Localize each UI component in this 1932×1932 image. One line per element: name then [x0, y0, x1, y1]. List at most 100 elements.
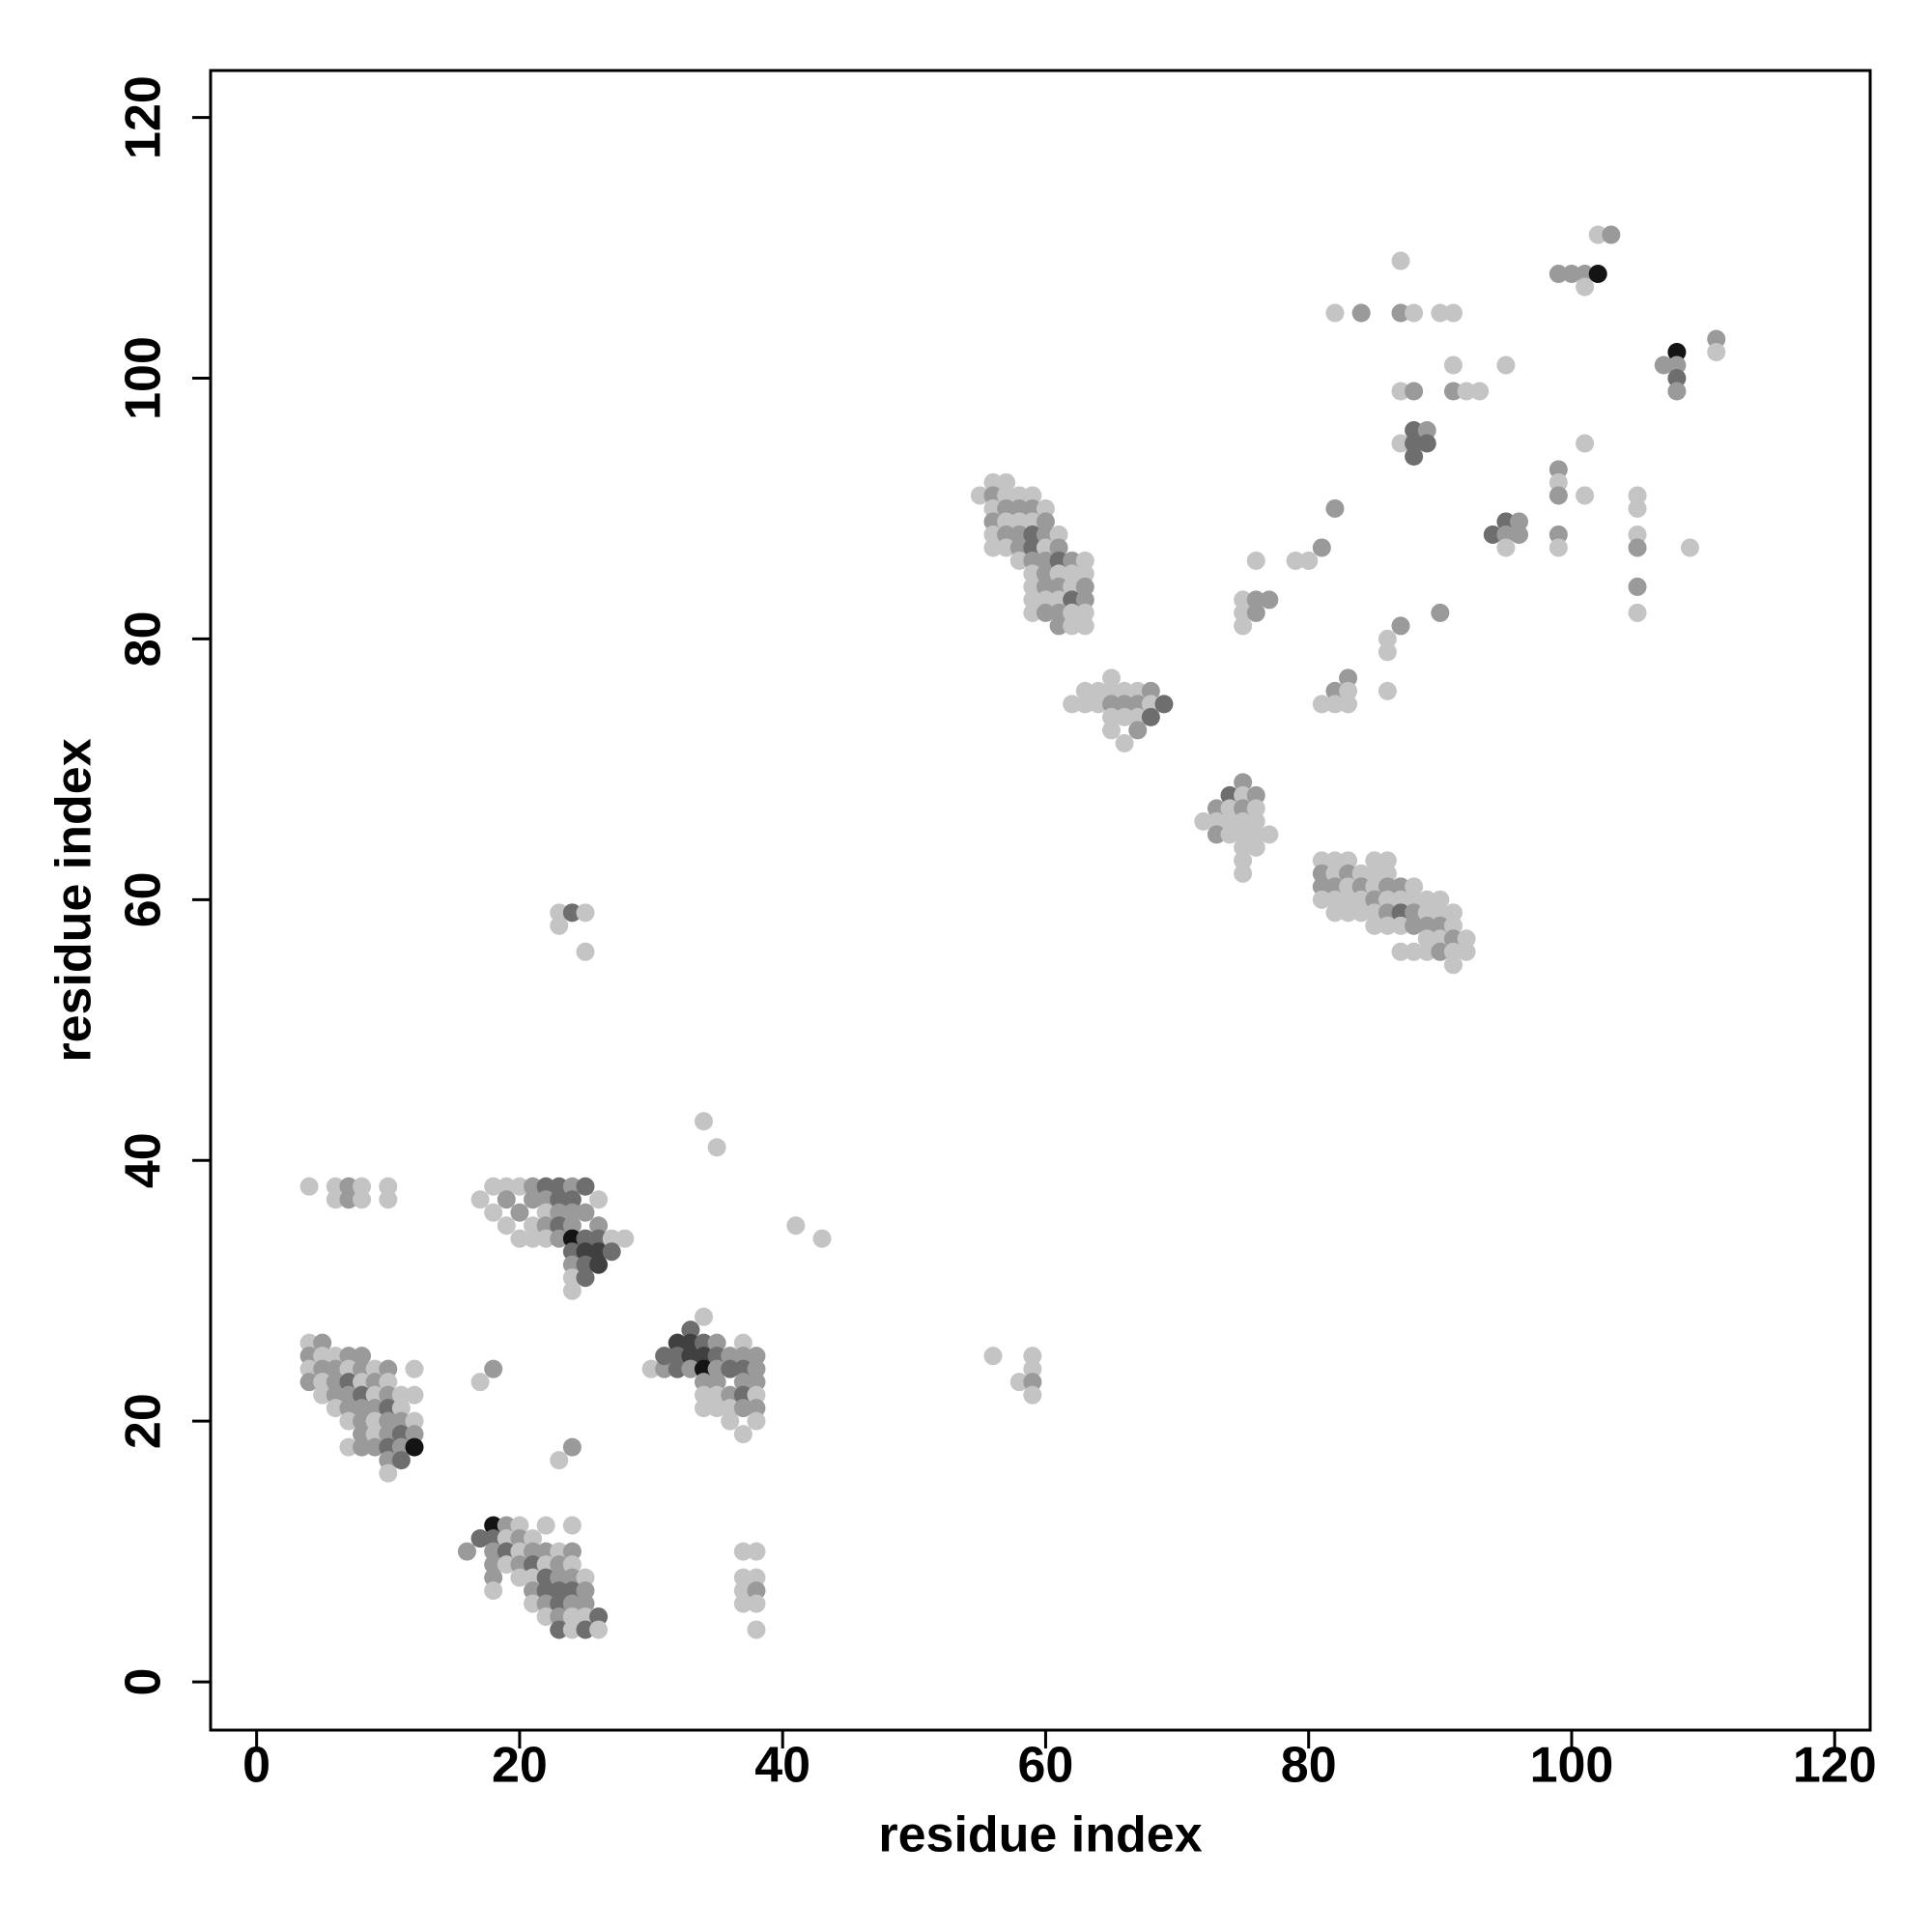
contact-point	[391, 1451, 411, 1470]
contact-point	[510, 1516, 529, 1535]
contact-point	[1339, 864, 1358, 883]
contact-point	[983, 472, 1003, 492]
contact-point	[536, 1516, 555, 1535]
contact-point	[707, 1373, 726, 1392]
y-tick-label: 40	[116, 1132, 172, 1188]
contact-point	[1378, 851, 1397, 870]
x-tick-label: 120	[1793, 1738, 1877, 1794]
contact-point	[1075, 590, 1094, 610]
y-tick-label: 20	[116, 1393, 172, 1449]
contact-point	[470, 1373, 490, 1392]
contact-point	[747, 1568, 766, 1587]
contact-point	[1431, 303, 1450, 323]
y-tick-label: 120	[116, 75, 172, 159]
contact-point	[1023, 564, 1042, 583]
contact-point	[1128, 695, 1148, 714]
contact-point	[1075, 603, 1094, 622]
contact-point	[562, 1607, 582, 1627]
contact-point	[1102, 721, 1122, 740]
contact-point	[1576, 265, 1595, 284]
contact-point	[1405, 916, 1424, 935]
contact-point	[405, 1359, 424, 1378]
contact-point	[562, 1581, 582, 1601]
contact-point	[299, 1347, 319, 1366]
contact-point	[747, 1411, 766, 1431]
contact-point	[589, 1607, 609, 1627]
x-tick-label: 20	[492, 1738, 548, 1794]
contact-point	[524, 1555, 543, 1575]
contact-point	[1391, 382, 1410, 401]
contact-point	[747, 1581, 766, 1601]
contact-point	[721, 1359, 740, 1378]
contact-point	[1405, 877, 1424, 896]
contact-point	[524, 1229, 543, 1248]
contact-point	[405, 1385, 424, 1405]
contact-point	[562, 1216, 582, 1236]
contact-point	[1128, 721, 1148, 740]
contact-point	[562, 1555, 582, 1575]
contact-point	[1391, 877, 1410, 896]
contact-point	[733, 1568, 753, 1587]
contact-point	[576, 1620, 595, 1639]
contact-point	[1496, 512, 1516, 531]
contact-point	[733, 1385, 753, 1405]
contact-point	[326, 1190, 345, 1209]
contact-point	[484, 1529, 503, 1548]
contact-point	[983, 498, 1003, 518]
contact-point	[326, 1347, 345, 1366]
contact-point	[1417, 890, 1436, 909]
contact-point	[1049, 577, 1068, 596]
x-tick-label: 80	[1281, 1738, 1337, 1794]
contact-point	[1325, 681, 1345, 700]
contact-point	[536, 1581, 555, 1601]
contact-point	[1220, 811, 1239, 831]
contact-point	[733, 1373, 753, 1392]
contact-point	[1496, 525, 1516, 544]
contact-point	[589, 1190, 609, 1209]
contact-point	[1339, 877, 1358, 896]
contact-point	[497, 1516, 516, 1535]
contact-point	[497, 1555, 516, 1575]
contact-point	[313, 1373, 332, 1392]
contact-point	[1023, 525, 1042, 544]
contact-point	[655, 1347, 674, 1366]
contact-point	[550, 1177, 569, 1196]
contact-point	[484, 1516, 503, 1535]
contact-point	[615, 1229, 635, 1248]
contact-point	[353, 1347, 372, 1366]
contact-point	[733, 1542, 753, 1561]
contact-point	[694, 1347, 713, 1366]
contact-point	[576, 1568, 595, 1587]
contact-point	[694, 1373, 713, 1392]
contact-point	[1431, 603, 1450, 622]
contact-point	[576, 1268, 595, 1288]
contact-point	[1246, 590, 1265, 610]
contact-point	[510, 1229, 529, 1248]
contact-point	[1378, 642, 1397, 662]
contact-point	[747, 1359, 766, 1378]
contact-point	[1457, 382, 1476, 401]
contact-point	[1576, 434, 1595, 453]
contact-point	[365, 1385, 384, 1405]
contact-point	[721, 1411, 740, 1431]
contact-point	[1075, 681, 1094, 700]
contact-point	[1667, 368, 1687, 387]
contact-point	[747, 1542, 766, 1561]
contact-point	[1246, 825, 1265, 844]
contact-point	[536, 1177, 555, 1196]
contact-point	[1405, 420, 1424, 440]
contact-point	[536, 1216, 555, 1236]
contact-point	[1405, 942, 1424, 961]
contact-point	[497, 1190, 516, 1209]
contact-point	[1707, 343, 1726, 362]
contact-point	[470, 1190, 490, 1209]
contact-point	[1036, 603, 1055, 622]
contact-point	[1246, 811, 1265, 831]
contact-point	[733, 1425, 753, 1444]
contact-point	[1260, 590, 1279, 610]
contact-point	[536, 1568, 555, 1587]
contact-point	[997, 498, 1016, 518]
contact-point	[379, 1359, 398, 1378]
contact-point	[326, 1385, 345, 1405]
